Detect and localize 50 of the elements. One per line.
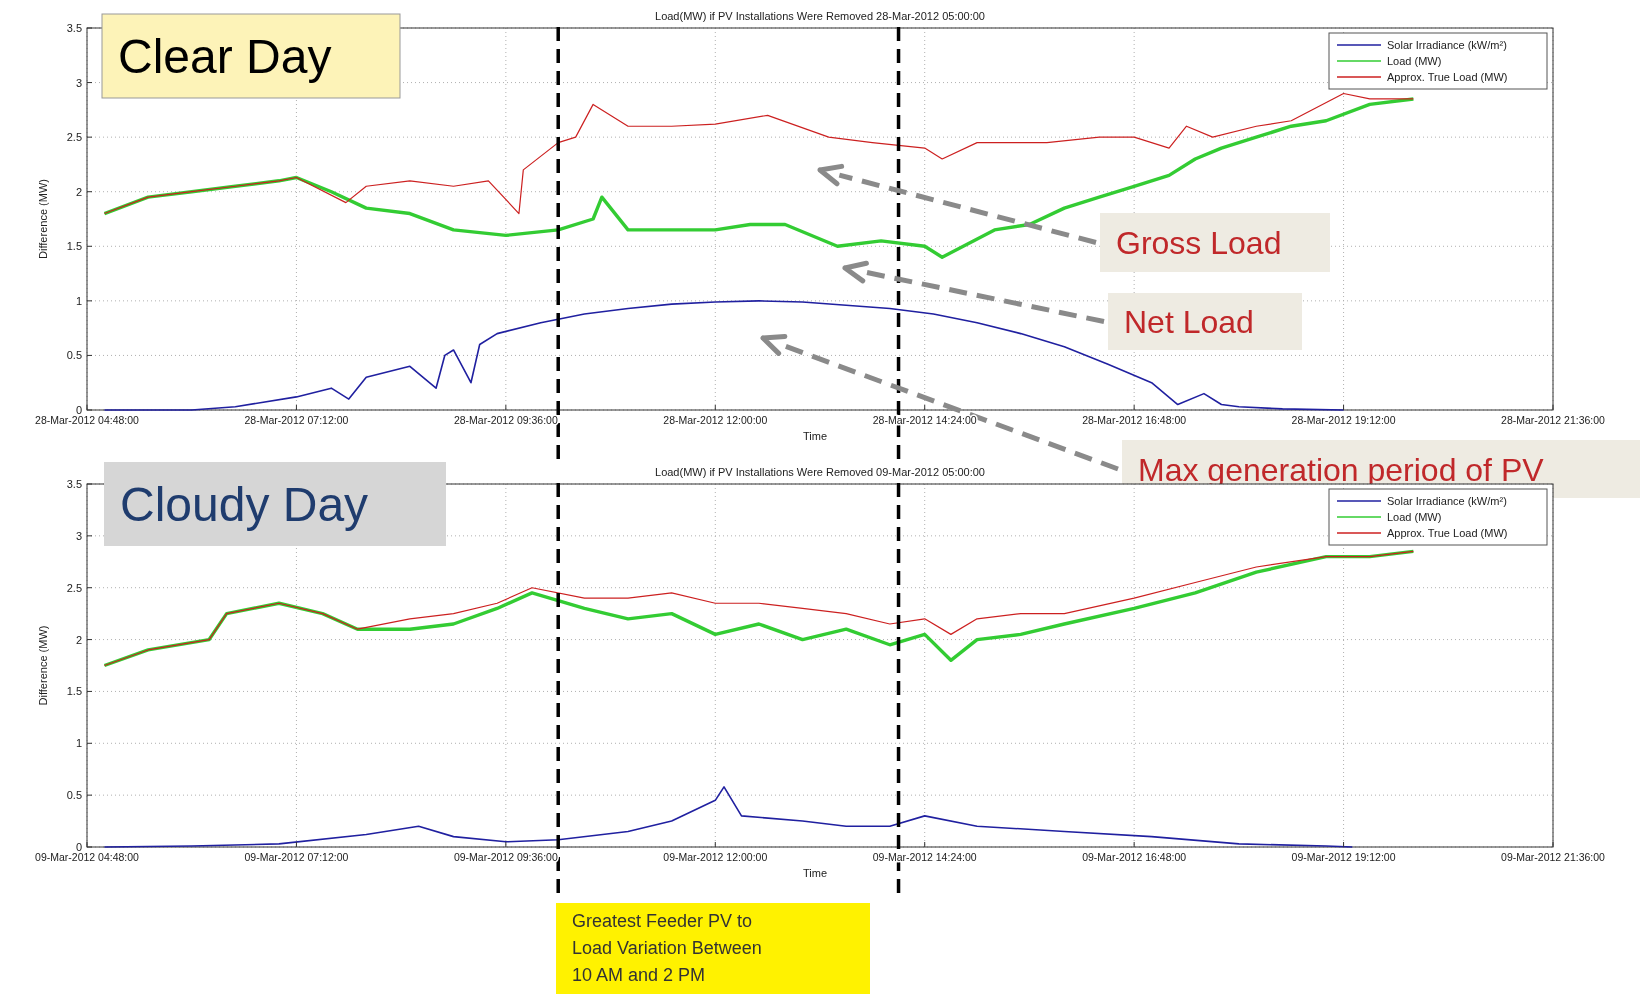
y-axis-title: Difference (MW) — [37, 179, 49, 259]
x-tick-label: 09-Mar-2012 19:12:00 — [1291, 851, 1396, 863]
x-tick-label: 28-Mar-2012 14:24:00 — [872, 414, 977, 426]
x-tick-label: 09-Mar-2012 04:48:00 — [35, 851, 140, 863]
x-tick-label: 28-Mar-2012 16:48:00 — [1082, 414, 1187, 426]
x-tick-label: 28-Mar-2012 07:12:00 — [244, 414, 349, 426]
x-tick-label: 28-Mar-2012 09:36:00 — [453, 414, 558, 426]
x-tick-label: 09-Mar-2012 14:24:00 — [872, 851, 977, 863]
annotation: Max generation period of PV — [1138, 451, 1545, 488]
y-tick-label: 1 — [75, 737, 82, 750]
text: Greatest Feeder PV to Load Variation Between 10 AM and 2 PM — [572, 911, 762, 985]
y-tick-label: 0 — [75, 404, 82, 416]
x-tick-label: 28-Mar-2012 19:12:00 — [1291, 414, 1396, 426]
y-tick-label: 3.5 — [66, 478, 82, 490]
y-tick-label: 2 — [75, 185, 82, 198]
y-tick-label: 2.5 — [66, 131, 82, 144]
legend-label: Load (MW) — [1387, 55, 1442, 67]
x-axis-title: Time — [802, 430, 828, 442]
y-tick-label: 0.5 — [66, 789, 82, 802]
y-tick-label: 0.5 — [66, 349, 82, 362]
x-tick-label: 09-Mar-2012 16:48:00 — [1082, 851, 1187, 863]
y-tick-label: 3 — [75, 76, 82, 89]
x-tick-label: 09-Mar-2012 09:36:00 — [453, 851, 558, 863]
annotation: Clear Day — [118, 30, 332, 84]
annotation: Cloudy Day — [120, 478, 369, 532]
x-axis-title: Time — [802, 867, 828, 879]
legend-label: Solar Irradiance (kW/m²) — [1387, 39, 1507, 51]
y-tick-label: 0 — [75, 841, 82, 853]
y-tick-label: 3 — [75, 529, 82, 542]
legend-label: Solar Irradiance (kW/m²) — [1387, 495, 1507, 507]
legend-label: Approx. True Load (MW) — [1387, 71, 1508, 83]
annotation: Net Load — [1124, 304, 1254, 341]
annotation: Gross Load — [1116, 225, 1282, 262]
chart-title: Load(MW) if PV Installations Were Removed 09-Mar-2012 05:00:00 — [655, 466, 985, 478]
y-tick-label: 2 — [75, 633, 82, 646]
legend-label: Load (MW) — [1387, 511, 1442, 523]
y-tick-label: 2.5 — [66, 581, 82, 594]
y-tick-label: 1.5 — [66, 240, 82, 253]
x-tick-label: 09-Mar-2012 21:36:00 — [1501, 851, 1606, 863]
x-tick-label: 09-Mar-2012 07:12:00 — [244, 851, 349, 863]
legend-label: Approx. True Load (MW) — [1387, 527, 1508, 539]
x-tick-label: 28-Mar-2012 21:36:00 — [1501, 414, 1606, 426]
x-tick-label: 09-Mar-2012 12:00:00 — [663, 851, 768, 863]
x-tick-label: 28-Mar-2012 12:00:00 — [663, 414, 768, 426]
y-axis-title: Difference (MW) — [37, 625, 49, 706]
y-tick-label: 1 — [75, 294, 82, 307]
chart-title: Load(MW) if PV Installations Were Removed 28-Mar-2012 05:00:00 — [655, 10, 985, 22]
y-tick-label: 3.5 — [66, 22, 82, 34]
y-tick-label: 1.5 — [66, 685, 82, 698]
x-tick-label: 28-Mar-2012 04:48:00 — [35, 414, 140, 426]
